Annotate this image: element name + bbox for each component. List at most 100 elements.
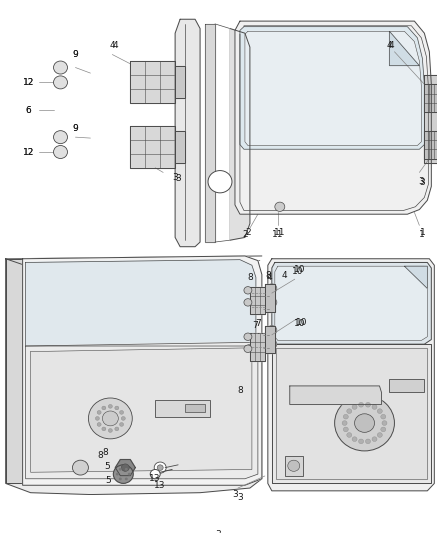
Polygon shape — [31, 348, 252, 472]
Polygon shape — [250, 287, 265, 314]
Polygon shape — [272, 344, 431, 483]
Circle shape — [88, 398, 132, 439]
Circle shape — [352, 437, 357, 441]
Text: 6: 6 — [26, 106, 32, 115]
Text: 2: 2 — [245, 228, 251, 237]
Text: 12: 12 — [23, 78, 34, 87]
Circle shape — [154, 462, 166, 473]
Text: 4: 4 — [282, 271, 288, 280]
Text: 12: 12 — [23, 148, 34, 157]
Circle shape — [125, 468, 128, 471]
Circle shape — [72, 460, 88, 475]
Circle shape — [347, 433, 352, 437]
Circle shape — [53, 61, 67, 74]
Text: 3: 3 — [215, 530, 221, 533]
Polygon shape — [235, 21, 431, 214]
Circle shape — [244, 333, 252, 341]
Text: 4: 4 — [387, 41, 392, 50]
Text: 10: 10 — [296, 318, 307, 327]
Text: 3: 3 — [172, 173, 178, 182]
Circle shape — [120, 410, 124, 414]
Circle shape — [382, 421, 387, 425]
Circle shape — [267, 326, 277, 335]
Text: 9: 9 — [73, 50, 78, 59]
Polygon shape — [276, 348, 427, 479]
Polygon shape — [25, 270, 81, 288]
Text: 13: 13 — [155, 481, 166, 490]
Text: 11: 11 — [272, 230, 283, 239]
Polygon shape — [130, 61, 175, 103]
Text: 9: 9 — [73, 124, 78, 133]
Circle shape — [125, 478, 128, 480]
Polygon shape — [240, 27, 424, 149]
Text: 8: 8 — [247, 273, 253, 282]
Circle shape — [288, 460, 300, 471]
Polygon shape — [130, 126, 175, 168]
Polygon shape — [230, 29, 250, 240]
Circle shape — [355, 414, 374, 432]
Bar — [155, 400, 210, 417]
Circle shape — [128, 473, 131, 475]
Text: 7: 7 — [252, 321, 258, 330]
Polygon shape — [25, 342, 258, 479]
Polygon shape — [268, 259, 434, 491]
Polygon shape — [424, 75, 437, 163]
Text: 7: 7 — [255, 319, 261, 328]
Circle shape — [352, 405, 357, 409]
Circle shape — [108, 429, 112, 432]
Text: 8: 8 — [237, 386, 243, 395]
Circle shape — [102, 411, 118, 426]
Circle shape — [267, 284, 277, 293]
Polygon shape — [265, 326, 275, 353]
Circle shape — [267, 298, 277, 307]
Text: 12: 12 — [23, 78, 34, 87]
Text: 3: 3 — [232, 490, 238, 499]
Polygon shape — [205, 24, 215, 242]
Circle shape — [359, 439, 364, 443]
Polygon shape — [25, 260, 256, 346]
Text: 8: 8 — [98, 451, 103, 460]
Circle shape — [267, 340, 277, 349]
Text: 9: 9 — [73, 124, 78, 133]
Text: 4: 4 — [110, 41, 115, 50]
Text: 11: 11 — [274, 228, 286, 237]
Polygon shape — [23, 256, 262, 485]
Bar — [285, 456, 303, 476]
Polygon shape — [250, 333, 265, 361]
Circle shape — [53, 76, 67, 89]
Text: 4: 4 — [113, 41, 118, 50]
Circle shape — [381, 414, 386, 419]
Circle shape — [244, 287, 252, 294]
Circle shape — [115, 406, 119, 410]
Polygon shape — [175, 66, 185, 98]
Polygon shape — [424, 131, 437, 158]
Circle shape — [102, 406, 106, 410]
Circle shape — [97, 410, 101, 414]
Circle shape — [342, 421, 347, 425]
Polygon shape — [265, 284, 275, 312]
Polygon shape — [404, 266, 427, 288]
Circle shape — [343, 414, 348, 419]
Circle shape — [343, 427, 348, 432]
Text: 2: 2 — [242, 230, 248, 239]
Polygon shape — [275, 266, 427, 341]
Circle shape — [365, 439, 371, 443]
Text: 4: 4 — [267, 273, 272, 282]
Text: 6: 6 — [26, 106, 32, 115]
Circle shape — [121, 464, 129, 471]
Circle shape — [102, 427, 106, 431]
Text: 1: 1 — [418, 230, 424, 239]
Polygon shape — [25, 265, 210, 288]
Polygon shape — [115, 459, 135, 475]
Circle shape — [157, 465, 163, 471]
Circle shape — [359, 402, 364, 407]
Text: 3: 3 — [418, 177, 424, 186]
Text: 8: 8 — [265, 271, 271, 280]
Circle shape — [372, 437, 377, 441]
Polygon shape — [175, 19, 200, 247]
Circle shape — [377, 409, 382, 414]
Text: 10: 10 — [294, 319, 305, 328]
Circle shape — [150, 470, 160, 479]
Bar — [389, 379, 424, 392]
Polygon shape — [25, 288, 130, 358]
